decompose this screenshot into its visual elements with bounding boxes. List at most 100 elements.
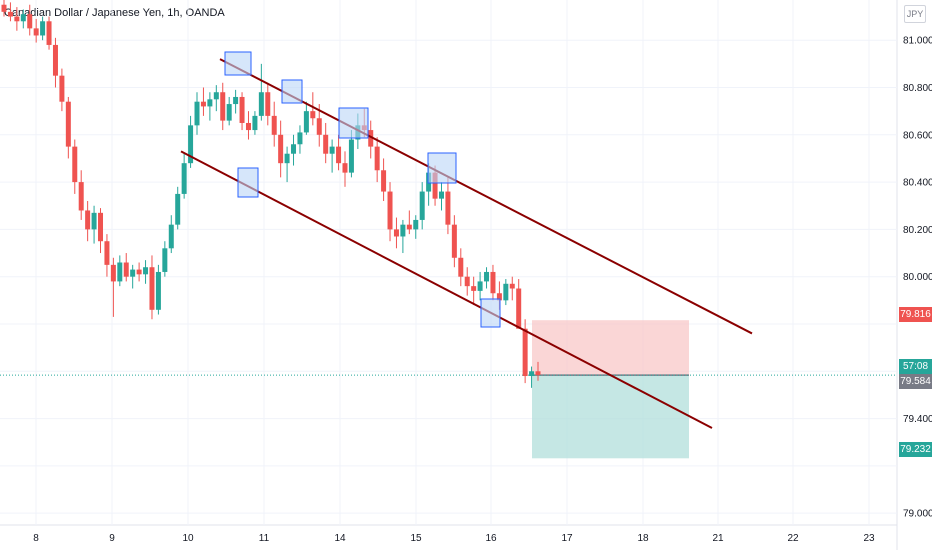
candle-body [220, 92, 226, 121]
x-tick-label: 11 [259, 533, 270, 544]
symbol-title: Canadian Dollar / Japanese Yen, 1h, OAND… [4, 7, 225, 19]
candle-body [149, 267, 155, 310]
candle-body [278, 134, 284, 164]
candle-body [175, 193, 181, 225]
candle-body [245, 122, 251, 131]
y-tick-label: 79.400 [903, 414, 932, 425]
candle-body [323, 134, 329, 154]
candle-body [155, 271, 161, 310]
touch-highlight-box[interactable] [480, 298, 501, 328]
candle-body [98, 212, 104, 242]
x-tick-label: 8 [33, 533, 39, 544]
y-tick-label: 80.800 [903, 83, 932, 94]
candle-body [284, 153, 290, 164]
candle-body [516, 288, 522, 329]
candle-body [329, 146, 335, 154]
channel-lower-line[interactable] [180, 150, 713, 429]
candle-body [117, 262, 123, 282]
candle-body [438, 191, 444, 199]
candle-body [503, 283, 509, 301]
candle-body [194, 101, 200, 126]
touch-highlight-box[interactable] [224, 51, 252, 76]
candle-body [59, 75, 65, 102]
candle-body [291, 144, 297, 154]
candle-body [78, 182, 84, 211]
candle-body [46, 21, 52, 45]
candle-body [342, 163, 348, 173]
x-tick-label: 14 [334, 533, 346, 544]
candle-body [239, 96, 245, 123]
candle-body [419, 191, 425, 220]
y-tick-label: 81.000 [903, 36, 932, 47]
channel-upper-line[interactable] [219, 58, 753, 335]
candle-body [464, 276, 470, 287]
candle-body [110, 264, 116, 282]
x-tick-label: 16 [485, 533, 497, 544]
candle-body [496, 293, 502, 301]
candle-body [471, 286, 477, 291]
candle-body [40, 21, 46, 36]
candle-body [535, 371, 541, 376]
x-tick-label: 9 [109, 533, 115, 544]
candle-body [336, 146, 342, 164]
candle-body [7, 11, 13, 17]
x-tick-label: 10 [182, 533, 194, 544]
candle-body [310, 111, 316, 119]
candle-body [303, 111, 309, 133]
candle-body [207, 99, 213, 107]
candle-body [509, 283, 515, 289]
y-tick-label: 80.400 [903, 178, 932, 189]
candle-body [258, 92, 264, 116]
currency-button[interactable]: JPY [904, 5, 926, 23]
candle-body [233, 96, 239, 105]
candle-body [104, 241, 110, 265]
candle-body [162, 248, 168, 272]
candle-body [85, 210, 91, 230]
y-tick-label: 80.000 [903, 272, 932, 283]
countdown-tag: 57:08 [899, 359, 932, 374]
target-price-tag: 79.232 [899, 442, 932, 457]
x-tick-label: 21 [712, 533, 724, 544]
candle-body [529, 371, 535, 377]
touch-highlight-box[interactable] [281, 79, 303, 104]
last-price-tag: 79.584 [899, 374, 932, 389]
candle-body [413, 219, 419, 230]
candle-body [393, 229, 399, 237]
touch-highlight-box[interactable] [338, 107, 369, 139]
candle-body [445, 191, 451, 225]
y-tick-label: 80.200 [903, 225, 932, 236]
candle-body [484, 271, 490, 282]
candle-body [374, 146, 380, 171]
candle-body [52, 44, 58, 76]
touch-highlight-box[interactable] [237, 167, 259, 198]
candle-body [226, 104, 232, 121]
candle-body [271, 115, 277, 135]
candle-body [123, 262, 129, 277]
candle-body [387, 191, 393, 230]
candle-body [265, 92, 271, 116]
candle-body [316, 118, 322, 135]
candle-body [91, 212, 97, 230]
candle-body [252, 115, 258, 131]
x-tick-label: 23 [863, 533, 875, 544]
candle-body [406, 224, 412, 230]
candle-body [458, 257, 464, 277]
candle-body [477, 281, 483, 291]
y-tick-label: 79.000 [903, 509, 932, 520]
x-tick-label: 22 [787, 533, 799, 544]
touch-highlight-box[interactable] [427, 152, 457, 184]
candle-body [1, 4, 7, 12]
candle-body [136, 269, 142, 275]
candle-body [213, 92, 219, 100]
candle-body [65, 101, 71, 147]
candle-body [72, 146, 78, 183]
candle-body [188, 125, 194, 164]
candle-body [14, 16, 20, 22]
candle-body [432, 172, 438, 199]
x-tick-label: 17 [561, 533, 573, 544]
candle-body [297, 132, 303, 145]
candle-body [33, 28, 39, 36]
candle-body [143, 267, 149, 275]
candle-body [200, 101, 206, 107]
